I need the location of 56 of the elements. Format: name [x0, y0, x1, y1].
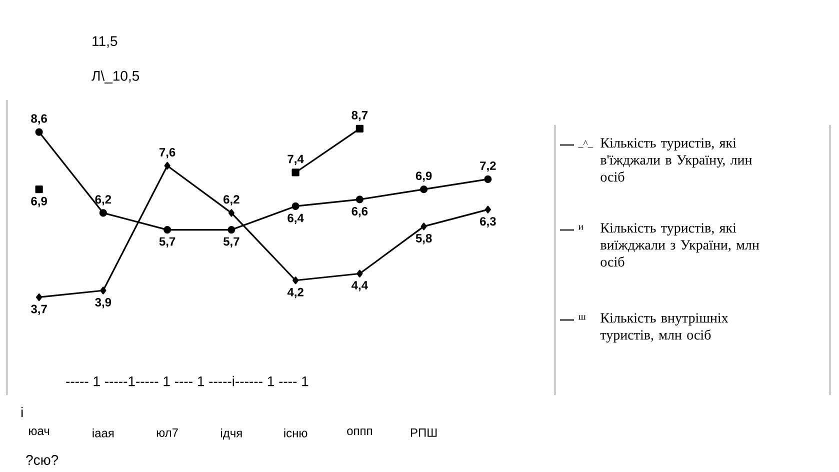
point — [35, 128, 43, 136]
point — [292, 276, 299, 284]
x-tick-label: іаая — [92, 428, 114, 438]
data-label: 7,4 — [288, 154, 304, 165]
x-tick-label: оппп — [347, 428, 372, 436]
point — [292, 202, 300, 210]
x-tick-label: ідчя — [221, 428, 242, 440]
data-label: 6,4 — [288, 214, 304, 224]
x-tick-label: існю — [284, 428, 308, 438]
point — [356, 196, 364, 204]
legend-label: Кількість туристів, які в'їжджали в Україну, лин осіб — [600, 138, 752, 182]
data-label: 4,4 — [352, 281, 368, 292]
data-label: 7,2 — [480, 161, 496, 172]
data-label: 6,9 — [416, 172, 432, 182]
legend-label: Кількість туристів, які виїжджали з України, млн осіб — [600, 223, 760, 267]
x-tick-label: РПШ — [410, 428, 437, 437]
point — [484, 175, 492, 184]
data-label: 3,7 — [31, 304, 47, 315]
data-label: 6,6 — [352, 206, 368, 218]
point — [420, 222, 427, 230]
point — [35, 186, 43, 194]
text: Л\_10,5 — [92, 70, 140, 84]
data-label: 6,2 — [95, 195, 112, 206]
point — [356, 270, 363, 278]
data-label: 8,7 — [352, 110, 368, 122]
point — [292, 168, 300, 176]
point — [36, 293, 42, 302]
point — [420, 186, 428, 194]
data-label: 3,9 — [95, 298, 112, 308]
point — [484, 206, 491, 214]
data-label: 6,2 — [224, 195, 240, 206]
text: _^_ — [578, 140, 593, 148]
text: ----- 1 -----1----- 1 ---- 1 -----і------ 1 ---- 1 — [66, 376, 308, 386]
point — [228, 226, 236, 234]
text: 11,5 — [92, 36, 118, 48]
data-label: 6,9 — [31, 196, 47, 208]
data-label: 4,2 — [287, 288, 304, 298]
data-label: 8,6 — [31, 114, 47, 124]
x-tick-label: юач — [29, 428, 50, 436]
data-label: 5,7 — [159, 237, 176, 248]
text: и — [578, 225, 584, 230]
data-label: 7,6 — [159, 148, 176, 158]
text: і — [21, 406, 23, 418]
point — [164, 162, 170, 170]
point — [99, 209, 107, 217]
point — [356, 124, 364, 132]
text: ш — [578, 315, 586, 320]
data-label: 5,7 — [223, 237, 240, 248]
point — [100, 286, 106, 294]
text: ?сю? — [26, 455, 58, 465]
x-tick-label: юл7 — [156, 428, 178, 437]
point — [164, 226, 172, 234]
data-label: 6,3 — [480, 217, 496, 228]
legend-label: Кількість внутрішніх туристів, млн осіб — [600, 313, 728, 342]
point — [228, 209, 234, 217]
data-label: 5,8 — [416, 234, 432, 244]
